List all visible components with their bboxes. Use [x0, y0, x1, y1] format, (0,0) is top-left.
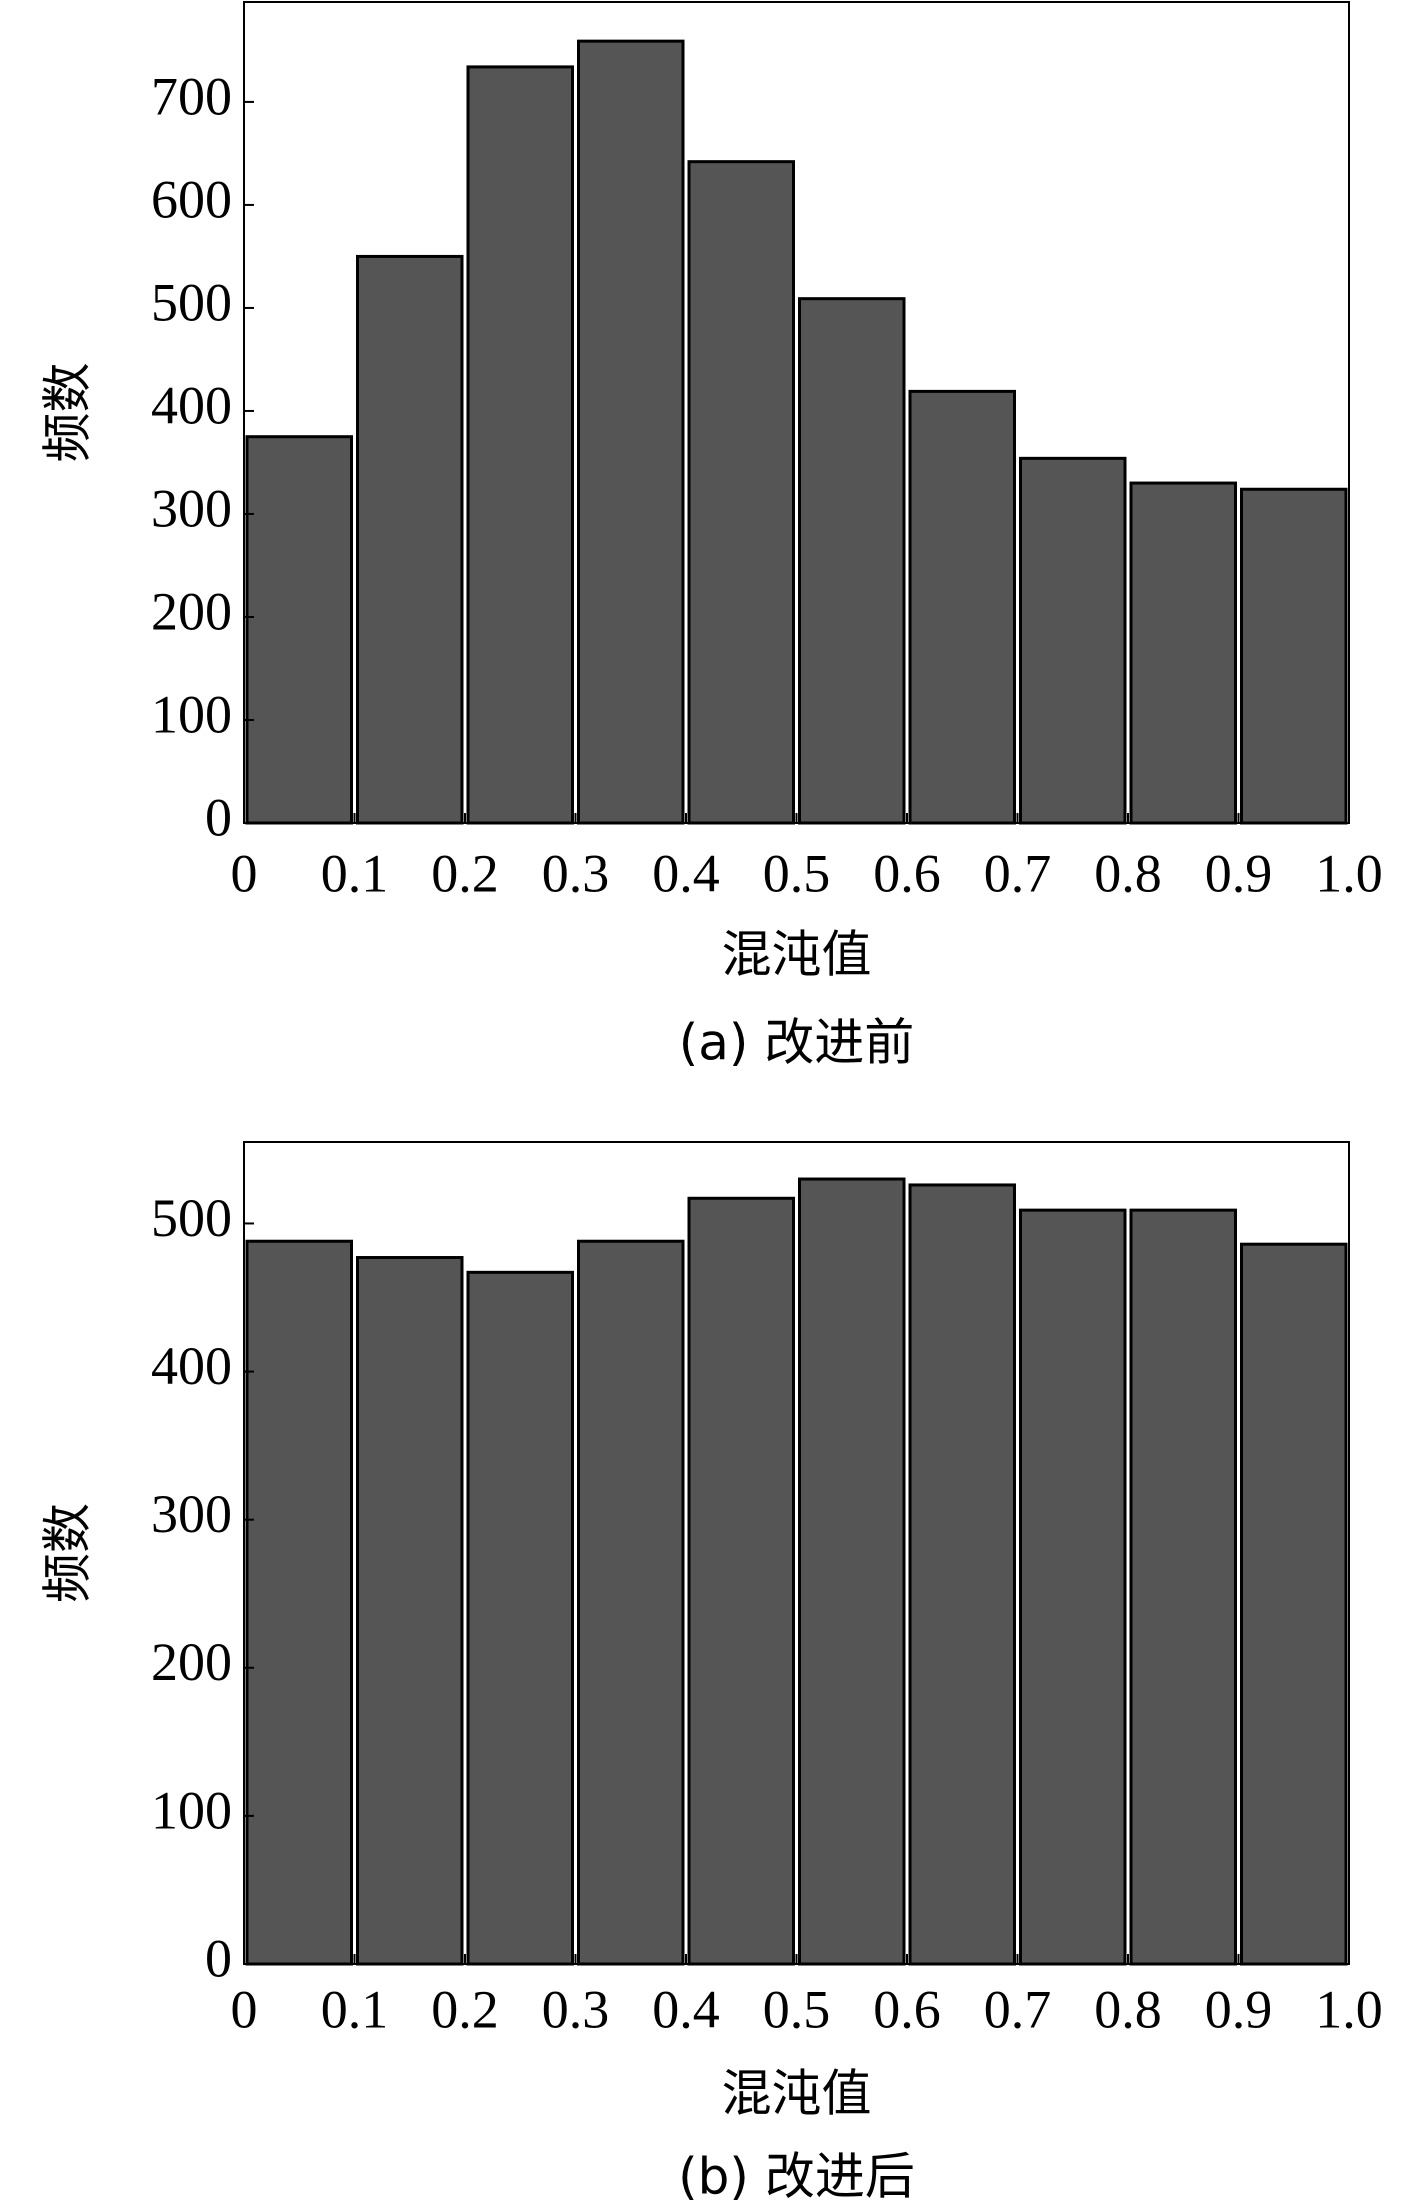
y-tick-label: 100: [151, 684, 232, 744]
bar: [1019, 456, 1127, 825]
bar: [798, 297, 906, 825]
bar: [908, 1183, 1016, 1966]
x-tick-label: 0.7: [984, 843, 1052, 903]
x-tick-label: 0.5: [763, 843, 831, 903]
y-axis-label: 频数: [39, 363, 97, 463]
x-tick-label: 0.3: [542, 1979, 610, 2039]
bar: [908, 389, 1016, 825]
x-tick-label: 0.9: [1205, 1979, 1273, 2039]
bar: [687, 160, 795, 825]
x-tick-label: 0.4: [652, 1979, 720, 2039]
y-axis-label: 频数: [39, 1503, 97, 1603]
bar: [577, 39, 685, 825]
bar: [245, 1239, 353, 1966]
caption: (b) 改进后: [678, 2148, 915, 2206]
y-tick-label: 100: [151, 1780, 232, 1840]
bar: [1129, 481, 1237, 825]
x-tick-label: 0.5: [763, 1979, 831, 2039]
bar: [466, 1270, 574, 1966]
y-tick-label: 500: [151, 272, 232, 332]
x-tick-label: 1.0: [1315, 843, 1383, 903]
x-tick-label: 0.8: [1094, 1979, 1162, 2039]
x-tick-label: 0: [231, 843, 258, 903]
x-axis-label: 混沌值: [722, 2065, 872, 2123]
bar: [687, 1196, 795, 1966]
x-tick-label: 0: [231, 1979, 258, 2039]
x-tick-label: 0.7: [984, 1979, 1052, 2039]
x-tick-label: 0.9: [1205, 843, 1273, 903]
bar: [245, 435, 353, 825]
bar: [1240, 1242, 1348, 1966]
x-tick-label: 0.6: [873, 1979, 941, 2039]
bar: [356, 1256, 464, 1966]
x-tick-label: 0.2: [431, 1979, 499, 2039]
bar: [1129, 1208, 1237, 1966]
y-tick-label: 300: [151, 1484, 232, 1544]
y-tick-label: 200: [151, 1632, 232, 1692]
caption: (a) 改进前: [679, 1014, 915, 1072]
x-tick-label: 1.0: [1315, 1979, 1383, 2039]
x-tick-label: 0.1: [321, 1979, 389, 2039]
y-tick-label: 400: [151, 375, 232, 435]
bar: [577, 1239, 685, 1966]
x-tick-label: 0.3: [542, 843, 610, 903]
x-tick-label: 0.2: [431, 843, 499, 903]
x-axis-label: 混沌值: [722, 926, 872, 984]
bar: [466, 65, 574, 825]
bar: [356, 254, 464, 825]
y-tick-label: 0: [205, 1928, 232, 1988]
y-tick-label: 600: [151, 169, 232, 229]
x-tick-label: 0.1: [321, 843, 389, 903]
y-tick-label: 700: [151, 66, 232, 126]
bar: [798, 1177, 906, 1966]
x-tick-label: 0.8: [1094, 843, 1162, 903]
y-tick-label: 400: [151, 1336, 232, 1396]
bar: [1240, 487, 1348, 825]
y-tick-label: 500: [151, 1188, 232, 1248]
x-tick-label: 0.4: [652, 843, 720, 903]
bar: [1019, 1208, 1127, 1966]
y-tick-label: 200: [151, 581, 232, 641]
y-tick-label: 300: [151, 478, 232, 538]
y-tick-label: 0: [205, 787, 232, 847]
x-tick-label: 0.6: [873, 843, 941, 903]
